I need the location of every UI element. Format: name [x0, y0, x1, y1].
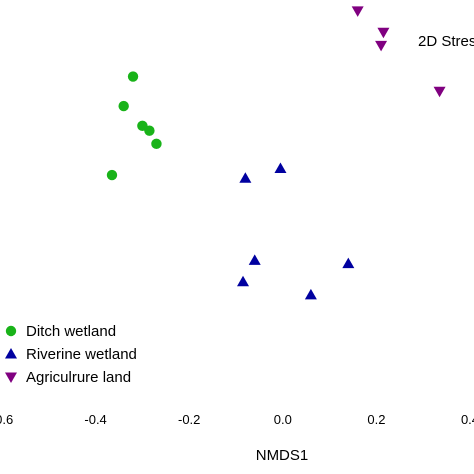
data-point-circle	[151, 138, 162, 150]
x-tick-label: 0.0	[274, 412, 292, 427]
data-point-triangle-up	[239, 172, 252, 183]
data-point-triangle-down	[377, 27, 390, 39]
legend-label: Ditch wetland	[26, 323, 116, 340]
x-axis-title: NMDS1	[256, 447, 309, 464]
legend-label: Agriculrure land	[26, 369, 131, 386]
x-tick-label: 0.2	[367, 412, 385, 427]
x-tick-label: 0.4	[461, 412, 474, 427]
data-point-circle	[127, 71, 139, 82]
legend-marker	[5, 325, 17, 337]
legend-label: Riverine wetland	[26, 346, 137, 363]
stress-annotation: 2D Stress	[418, 33, 474, 50]
legend-marker	[5, 348, 17, 359]
legend: Ditch wetland Riverine wetland Agriculrure…	[5, 323, 137, 386]
x-axis-ticks: -0.6 -0.4 -0.2 0.0 0.2 0.4	[0, 412, 474, 427]
data-point-triangle-up	[304, 288, 317, 300]
x-tick-label: -0.4	[84, 412, 106, 427]
data-point-triangle-up	[237, 275, 250, 287]
x-tick-label: -0.6	[0, 412, 13, 427]
data-point-circle	[118, 100, 129, 112]
data-point-triangle-down	[433, 86, 446, 98]
data-point-triangle-up	[274, 162, 287, 173]
data-point-triangle-down	[375, 40, 388, 52]
legend-marker	[5, 372, 17, 383]
data-point-triangle-up	[248, 254, 261, 265]
data-point-triangle-down	[351, 6, 364, 17]
data-point-circle	[144, 125, 155, 136]
data-point-triangle-up	[342, 257, 355, 269]
x-tick-label: -0.2	[178, 412, 200, 427]
data-points	[106, 6, 446, 300]
data-point-circle	[106, 169, 118, 181]
